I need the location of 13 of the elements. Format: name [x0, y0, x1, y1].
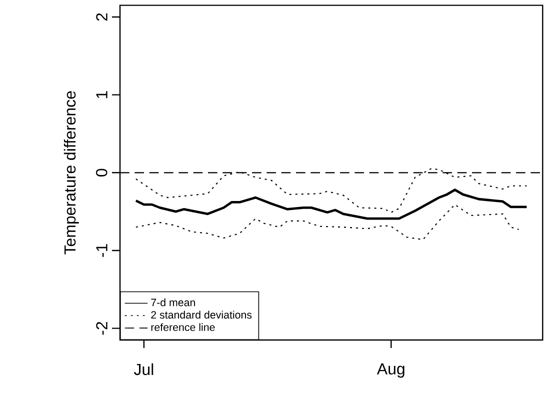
x-tick-label: Jul: [134, 363, 154, 376]
line-series: [134, 188, 528, 220]
legend-label: reference line: [151, 323, 215, 332]
x-tick-label: Aug: [376, 363, 404, 378]
y-tick-label: 2: [96, 13, 108, 21]
line-series: [135, 204, 520, 240]
legend-label: 7-d mean: [151, 298, 195, 306]
y-tick-label: -2: [96, 322, 108, 335]
y-axis-title: Temperature difference: [64, 91, 79, 254]
y-tick-label: 1: [96, 91, 108, 98]
legend-label: 2 standard deviations: [151, 310, 252, 319]
y-tick-label: -1: [96, 244, 108, 257]
y-tick-label: 0: [96, 168, 108, 176]
